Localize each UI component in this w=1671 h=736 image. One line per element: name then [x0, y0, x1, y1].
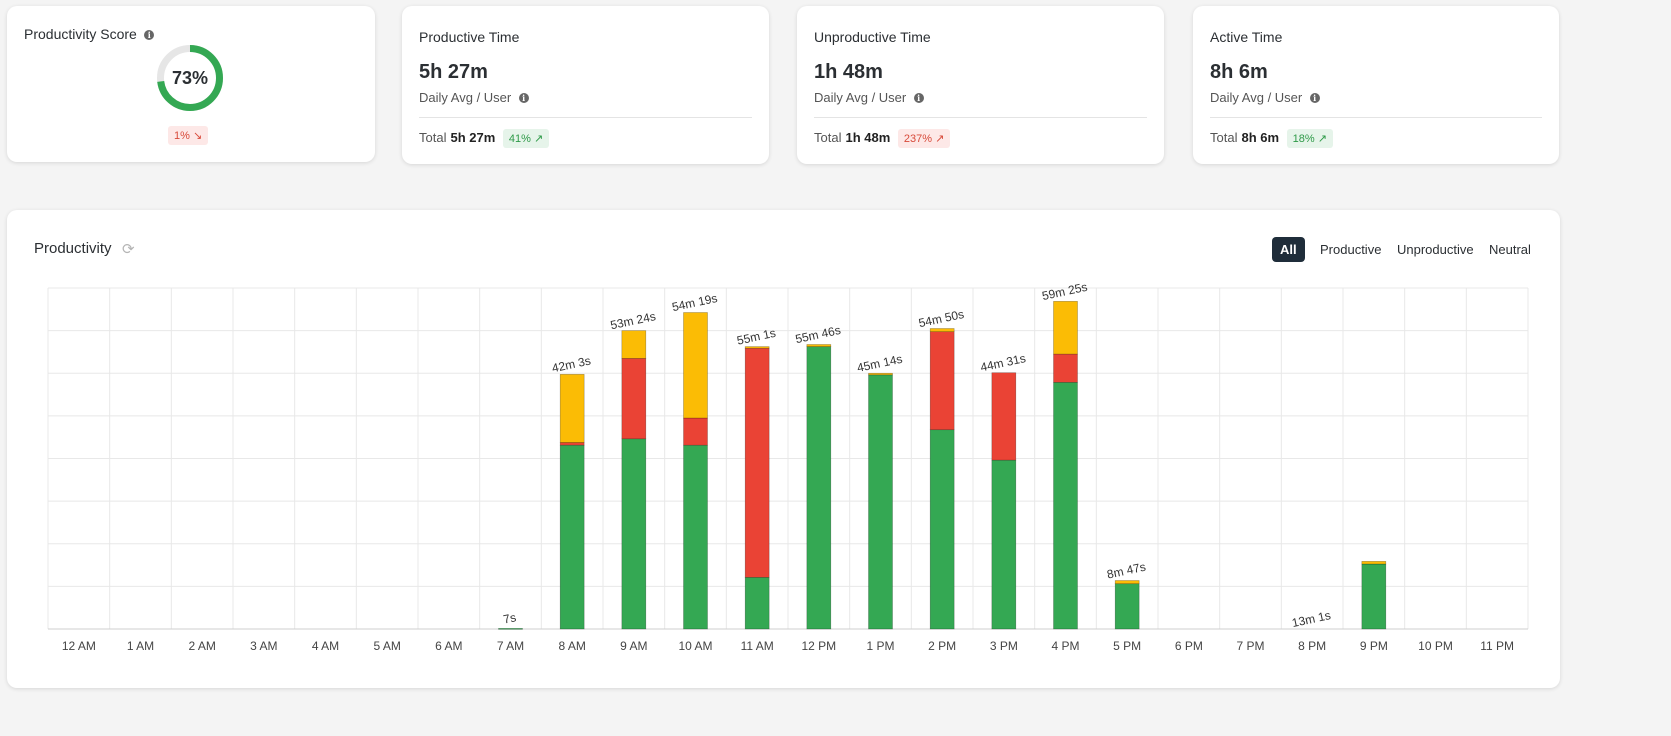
- productive-time-sub-row: Daily Avg / User i: [419, 89, 529, 107]
- total-label: Total: [1210, 129, 1238, 145]
- active-time-title: Active Time: [1210, 29, 1283, 45]
- productivity-chart-panel: Productivity ⟳ All Productive Unproducti…: [7, 210, 1560, 688]
- productive-time-card: Productive Time 5h 27m Daily Avg / User …: [402, 6, 769, 164]
- productive-time-total-value: 5h 27m: [450, 129, 496, 145]
- active-time-sub: Daily Avg / User: [1210, 90, 1303, 105]
- active-time-card: Active Time 8h 6m Daily Avg / User i Tot…: [1193, 6, 1559, 164]
- chart-panel-title: Productivity: [34, 240, 112, 258]
- divider: [1210, 117, 1542, 118]
- productivity-score-card: Productivity Score i 73% 1% ↘: [7, 6, 375, 162]
- unproductive-time-total-value: 1h 48m: [845, 129, 891, 145]
- chart-panel-header: Productivity ⟳: [34, 240, 135, 258]
- total-label: Total: [419, 129, 447, 145]
- total-label: Total: [814, 129, 842, 145]
- productive-time-title: Productive Time: [419, 29, 520, 45]
- filter-all-button[interactable]: All: [1272, 237, 1305, 262]
- productive-time-total-row: Total 5h 27m 41% ↗: [419, 129, 550, 148]
- filter-unproductive-button[interactable]: Unproductive: [1397, 242, 1474, 257]
- active-time-total-row: Total 8h 6m 18% ↗: [1210, 129, 1333, 148]
- productivity-score-value: 73%: [171, 68, 209, 88]
- info-icon[interactable]: i: [913, 92, 924, 103]
- productive-time-value: 5h 27m: [419, 61, 488, 83]
- productivity-score-donut: [157, 45, 223, 111]
- divider: [814, 117, 1147, 118]
- productive-time-change-badge: 41% ↗: [502, 129, 550, 148]
- info-icon[interactable]: i: [144, 29, 155, 40]
- filter-neutral-button[interactable]: Neutral: [1489, 242, 1531, 257]
- unproductive-time-total-row: Total 1h 48m 237% ↗: [814, 129, 951, 148]
- unproductive-time-title: Unproductive Time: [814, 29, 931, 45]
- active-time-total-value: 8h 6m: [1241, 129, 1280, 145]
- productivity-score-title: Productivity Score: [24, 26, 137, 42]
- info-icon[interactable]: i: [1309, 92, 1320, 103]
- unproductive-time-card: Unproductive Time 1h 48m Daily Avg / Use…: [797, 6, 1164, 164]
- unproductive-time-sub-row: Daily Avg / User i: [814, 89, 924, 107]
- active-time-sub-row: Daily Avg / User i: [1210, 89, 1320, 107]
- unproductive-time-value: 1h 48m: [814, 61, 883, 83]
- productivity-score-arc: [157, 45, 223, 111]
- productivity-score-title-row: Productivity Score i: [24, 26, 155, 44]
- divider: [419, 117, 752, 118]
- filter-productive-button[interactable]: Productive: [1320, 242, 1382, 257]
- productivity-score-change-badge: 1% ↘: [168, 126, 209, 145]
- unproductive-time-sub: Daily Avg / User: [814, 90, 907, 105]
- active-time-value: 8h 6m: [1210, 61, 1268, 83]
- unproductive-time-change-badge: 237% ↗: [897, 129, 951, 148]
- info-icon[interactable]: i: [518, 92, 529, 103]
- productive-time-sub: Daily Avg / User: [419, 90, 512, 105]
- active-time-change-badge: 18% ↗: [1286, 129, 1333, 148]
- refresh-icon[interactable]: ⟳: [121, 240, 135, 258]
